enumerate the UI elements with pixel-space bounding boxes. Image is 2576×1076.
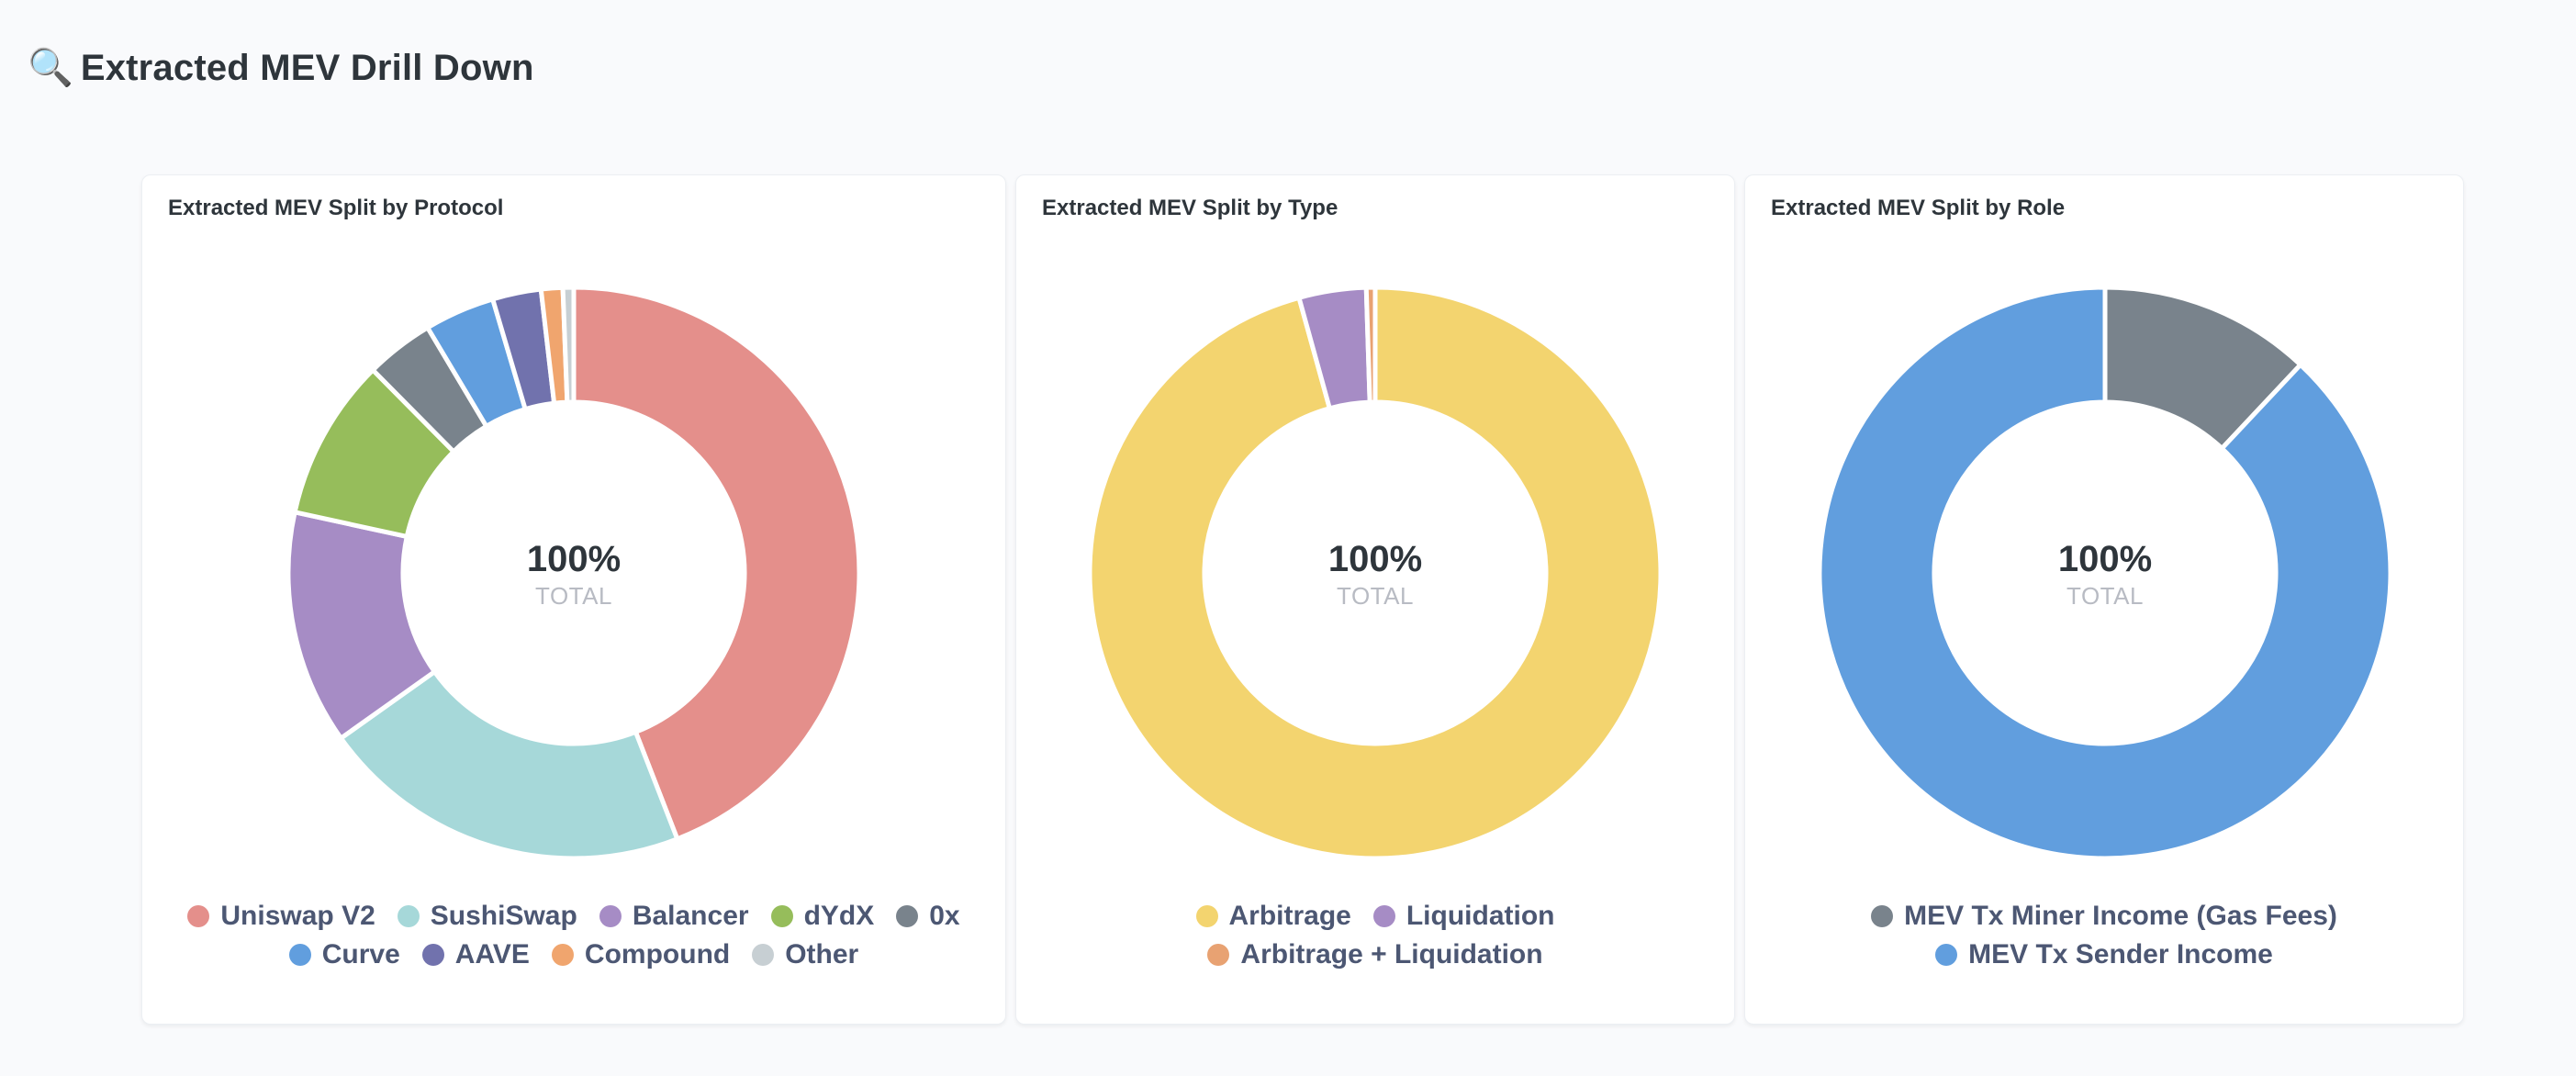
legend-label: MEV Tx Miner Income (Gas Fees) (1904, 901, 2337, 931)
legend-label: MEV Tx Sender Income (1968, 939, 2273, 970)
legend-label: 0x (929, 901, 960, 931)
donut-chart: 100% TOTAL (286, 285, 862, 861)
legend-item-uniswap-v2[interactable]: Uniswap V2 (187, 901, 375, 932)
legend-dot-icon (397, 905, 420, 927)
legend-dot-icon (896, 905, 919, 927)
chart-legend: Uniswap V2 SushiSwap Balancer dYdX 0x Curve AA… (142, 901, 1005, 970)
chart-card-role: Extracted MEV Split by Role 100% TOTAL ME… (1744, 174, 2464, 1025)
legend-item-liquidation[interactable]: Liquidation (1372, 901, 1555, 932)
legend-dot-icon (288, 944, 311, 966)
center-value: 100% (527, 539, 621, 579)
page-header: 🔍 Extracted MEV Drill Down (28, 40, 534, 95)
legend-label: SushiSwap (430, 901, 577, 931)
legend-label: Balancer (632, 901, 749, 931)
donut-chart: 100% TOTAL (1817, 285, 2393, 861)
legend-label: Arbitrage (1228, 901, 1351, 931)
legend-item-other[interactable]: Other (752, 939, 858, 970)
page-title: Extracted MEV Drill Down (80, 47, 534, 88)
legend-item-arbitrage-liquidation[interactable]: Arbitrage + Liquidation (1207, 939, 1543, 970)
slice-sushiswap[interactable] (337, 668, 681, 861)
legend-dot-icon (1372, 905, 1395, 927)
legend-dot-icon (1207, 944, 1230, 966)
slice-mev-tx-sender-income[interactable] (1817, 285, 2393, 861)
chart-title: Extracted MEV Split by Type (1042, 196, 1338, 220)
legend-label: Arbitrage + Liquidation (1240, 939, 1543, 970)
legend-item-0x[interactable]: 0x (896, 901, 960, 932)
center-label: TOTAL (1337, 582, 1414, 610)
legend-label: dYdX (803, 901, 875, 931)
legend-label: Liquidation (1406, 901, 1555, 931)
legend-item-dydx[interactable]: dYdX (770, 901, 875, 932)
legend-label: Compound (584, 939, 731, 970)
legend-dot-icon (187, 905, 210, 927)
legend-label: Uniswap V2 (220, 901, 375, 931)
slice-arbitrage-liquidation[interactable] (1363, 285, 1378, 405)
legend-item-curve[interactable]: Curve (288, 939, 400, 970)
chart-legend: MEV Tx Miner Income (Gas Fees) MEV Tx Sen… (1745, 901, 2463, 970)
legend-item-mev-tx-miner-income-gas-fees[interactable]: MEV Tx Miner Income (Gas Fees) (1871, 901, 2337, 932)
legend-label: Other (785, 939, 859, 970)
legend-dot-icon (1871, 905, 1894, 927)
magnifier-icon: 🔍 (28, 48, 73, 88)
center-label: TOTAL (535, 582, 612, 610)
legend-item-mev-tx-sender-income[interactable]: MEV Tx Sender Income (1935, 939, 2273, 970)
chart-card-type: Extracted MEV Split by Type 100% TOTAL Ar… (1015, 174, 1735, 1025)
legend-dot-icon (1935, 944, 1958, 966)
legend-dot-icon (599, 905, 622, 927)
chart-title: Extracted MEV Split by Role (1771, 196, 2066, 220)
legend-item-arbitrage[interactable]: Arbitrage (1195, 901, 1351, 932)
legend-item-aave[interactable]: AAVE (421, 939, 530, 970)
chart-title: Extracted MEV Split by Protocol (168, 196, 504, 220)
donut-chart: 100% TOTAL (1087, 285, 1663, 861)
legend-dot-icon (770, 905, 793, 927)
legend-item-compound[interactable]: Compound (551, 939, 731, 970)
legend-label: AAVE (454, 939, 530, 970)
center-label: TOTAL (2066, 582, 2144, 610)
legend-dot-icon (752, 944, 775, 966)
legend-item-sushiswap[interactable]: SushiSwap (397, 901, 577, 932)
legend-dot-icon (1195, 905, 1218, 927)
legend-item-balancer[interactable]: Balancer (599, 901, 749, 932)
slice-other[interactable] (560, 285, 577, 405)
slice-uniswap-v2[interactable] (571, 285, 862, 843)
legend-label: Curve (321, 939, 400, 970)
center-value: 100% (2058, 539, 2152, 579)
chart-legend: Arbitrage Liquidation Arbitrage + Liquidat… (1016, 901, 1734, 970)
slice-arbitrage[interactable] (1087, 285, 1663, 861)
legend-dot-icon (421, 944, 444, 966)
chart-card-protocol: Extracted MEV Split by Protocol 100% TOTA… (141, 174, 1006, 1025)
center-value: 100% (1328, 539, 1422, 579)
legend-dot-icon (551, 944, 574, 966)
